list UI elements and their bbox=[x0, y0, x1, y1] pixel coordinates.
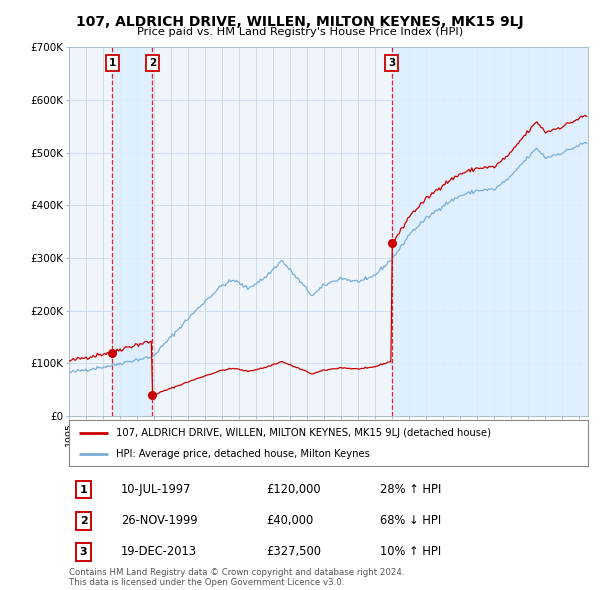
Text: 1: 1 bbox=[109, 58, 116, 68]
Text: This data is licensed under the Open Government Licence v3.0.: This data is licensed under the Open Gov… bbox=[69, 578, 344, 587]
Text: 10-JUL-1997: 10-JUL-1997 bbox=[121, 483, 191, 496]
Text: £120,000: £120,000 bbox=[266, 483, 321, 496]
Text: 107, ALDRICH DRIVE, WILLEN, MILTON KEYNES, MK15 9LJ (detached house): 107, ALDRICH DRIVE, WILLEN, MILTON KEYNE… bbox=[116, 428, 491, 438]
Text: 10% ↑ HPI: 10% ↑ HPI bbox=[380, 545, 442, 558]
Text: Contains HM Land Registry data © Crown copyright and database right 2024.: Contains HM Land Registry data © Crown c… bbox=[69, 568, 404, 577]
Text: Price paid vs. HM Land Registry's House Price Index (HPI): Price paid vs. HM Land Registry's House … bbox=[137, 27, 463, 37]
Text: £40,000: £40,000 bbox=[266, 514, 313, 527]
Text: HPI: Average price, detached house, Milton Keynes: HPI: Average price, detached house, Milt… bbox=[116, 448, 370, 458]
Text: 107, ALDRICH DRIVE, WILLEN, MILTON KEYNES, MK15 9LJ: 107, ALDRICH DRIVE, WILLEN, MILTON KEYNE… bbox=[76, 15, 524, 29]
Text: £327,500: £327,500 bbox=[266, 545, 321, 558]
Text: 26-NOV-1999: 26-NOV-1999 bbox=[121, 514, 197, 527]
Bar bbox=[392, 47, 588, 416]
Text: 68% ↓ HPI: 68% ↓ HPI bbox=[380, 514, 442, 527]
Text: 2: 2 bbox=[80, 516, 88, 526]
Text: 3: 3 bbox=[388, 58, 395, 68]
Text: 19-DEC-2013: 19-DEC-2013 bbox=[121, 545, 197, 558]
Text: 3: 3 bbox=[80, 547, 88, 557]
Text: 1: 1 bbox=[80, 484, 88, 494]
Bar bbox=[112, 47, 152, 416]
Text: 2: 2 bbox=[149, 58, 156, 68]
Text: 28% ↑ HPI: 28% ↑ HPI bbox=[380, 483, 442, 496]
